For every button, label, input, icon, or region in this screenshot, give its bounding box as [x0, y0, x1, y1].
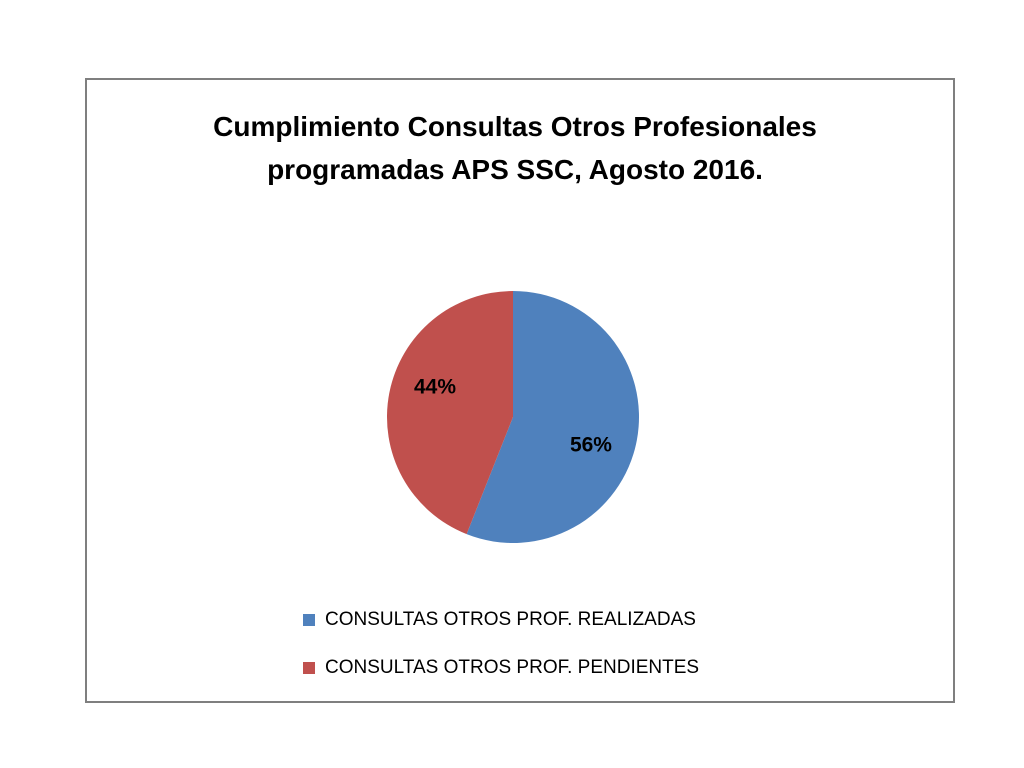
- data-label: 56%: [570, 433, 612, 456]
- pie-slice: [387, 291, 513, 535]
- data-label: 44%: [414, 376, 456, 399]
- legend-swatch: [303, 614, 315, 626]
- pie-slice: [466, 291, 640, 544]
- legend-label: CONSULTAS OTROS PROF. REALIZADAS: [325, 609, 696, 630]
- chart-frame: [85, 78, 955, 703]
- legend-swatch: [303, 662, 315, 674]
- legend-label: CONSULTAS OTROS PROF. PENDIENTES: [325, 657, 699, 678]
- chart-title: Cumplimiento Consultas Otros Profesional…: [213, 111, 817, 185]
